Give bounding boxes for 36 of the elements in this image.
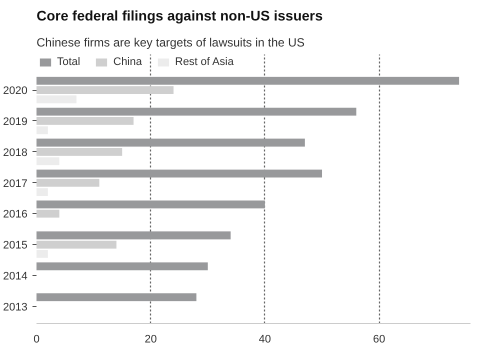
bar (36, 157, 60, 166)
legend-label: China (113, 56, 142, 68)
bar (36, 95, 76, 104)
bar (36, 76, 460, 85)
y-tick-label: 2014 (3, 270, 28, 283)
x-tick-label: 0 (33, 334, 40, 346)
y-tick-label: 2019 (3, 116, 28, 128)
y-tick-label: 2020 (3, 85, 28, 98)
y-tick-label: 2018 (3, 146, 28, 159)
chart-title: Core federal filings against non-US issuers (36, 8, 324, 24)
x-tick-label: 20 (144, 334, 157, 346)
y-tick-label: 2015 (3, 240, 28, 252)
y-tick-label: 2013 (3, 301, 28, 314)
bar (36, 188, 48, 196)
x-tick-label: 60 (373, 334, 386, 346)
x-tick-label: 40 (258, 334, 272, 346)
y-tick-label: 2016 (3, 208, 28, 221)
bar (36, 126, 48, 134)
bar (36, 86, 174, 94)
bar (36, 200, 265, 208)
chart-subtitle: Chinese firms are key targets of lawsuits in the US (36, 36, 305, 50)
bar (36, 170, 322, 178)
legend-label: Rest of Asia (175, 56, 234, 68)
bar (36, 117, 134, 125)
y-tick-label: 2017 (3, 178, 28, 190)
bar (36, 240, 116, 249)
bar (36, 250, 48, 258)
bar (36, 138, 305, 147)
bar (36, 231, 231, 240)
bar (36, 108, 356, 116)
legend-label: Total (57, 56, 80, 68)
bar (36, 210, 60, 218)
bar (36, 293, 196, 302)
bar (36, 262, 208, 270)
bar (36, 148, 122, 156)
bar (36, 178, 100, 187)
